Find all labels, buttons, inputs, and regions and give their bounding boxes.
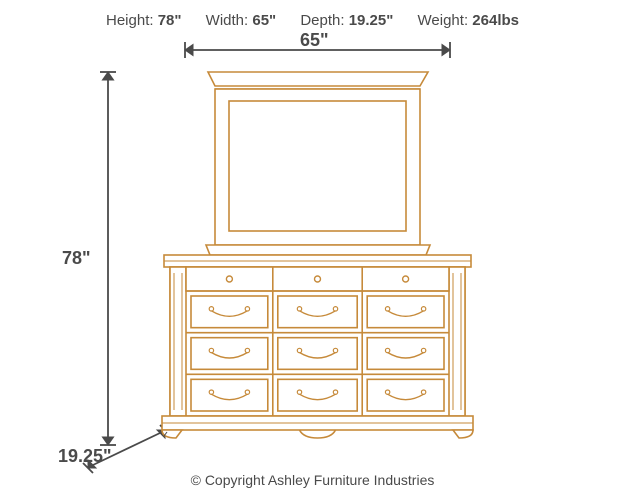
dimension-diagram: [0, 0, 625, 500]
copyright-text: © Copyright Ashley Furniture Industries: [0, 472, 625, 488]
